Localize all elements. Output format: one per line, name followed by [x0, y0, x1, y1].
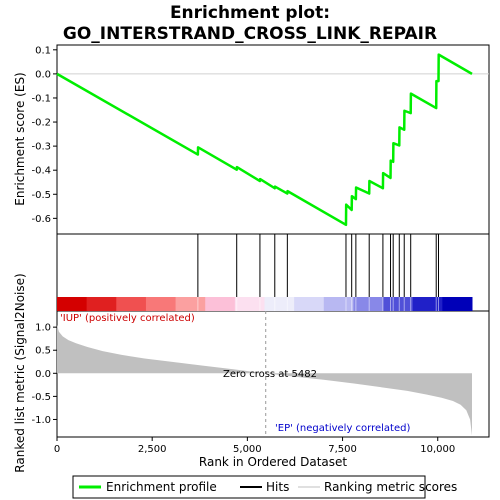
color-band-segment: [323, 297, 354, 311]
color-band-group: [57, 297, 473, 311]
color-band-segment: [86, 297, 117, 311]
color-band-segment: [205, 297, 236, 311]
es-y-tick-label: -0.3: [31, 142, 51, 153]
x-tick-label: 0: [54, 444, 60, 455]
color-band-segment: [145, 297, 177, 311]
legend-label-enrichment: Enrichment profile: [106, 480, 217, 494]
es-y-tick-label: 0.1: [35, 45, 51, 56]
annotation-down: 'EP' (negatively correlated): [275, 423, 410, 434]
es-y-axis-label: Enrichment score (ES): [13, 72, 27, 205]
hits-group: [197, 234, 439, 297]
x-tick-label: 5,000: [233, 444, 262, 455]
enrichment-profile-group: [56, 53, 473, 227]
color-band-segment: [353, 297, 384, 311]
color-band-segment: [57, 297, 88, 311]
color-band-segment: [264, 297, 295, 311]
metric-y-tick-label: -0.5: [31, 392, 51, 403]
color-band-segment: [175, 297, 206, 311]
metric-y-tick-label: 0.5: [35, 346, 51, 357]
color-band-segment: [234, 297, 265, 311]
es-y-tick-label: -0.2: [31, 118, 51, 129]
color-band-segment: [412, 297, 443, 311]
es-y-tick-label: -0.1: [31, 93, 51, 104]
es-y-tick-label: -0.6: [31, 214, 51, 225]
metric-y-tick-label: 0.0: [35, 369, 51, 380]
x-axis-label: Rank in Ordered Dataset: [199, 455, 347, 469]
ranking-metric-area: [57, 324, 472, 436]
metric-axes: 1.0 0.5 0.0 -0.5 -1.0 0 2,500 5,000 7,500 10,000: [31, 323, 455, 455]
es-panel-frame: [56, 44, 490, 235]
color-band-segment: [442, 297, 473, 311]
legend: Enrichment profile Hits Ranking metric s…: [72, 475, 457, 499]
legend-label-metric: Ranking metric scores: [324, 480, 457, 494]
es-y-tick-label: -0.5: [31, 190, 51, 201]
annotation-zero-cross: Zero cross at 5482: [223, 369, 317, 380]
title-line-2: GO_INTERSTRAND_CROSS_LINK_REPAIR: [63, 24, 437, 44]
color-band-segment: [294, 297, 325, 311]
x-tick-label: 10,000: [420, 444, 455, 455]
ranking-metric-group: [57, 311, 472, 437]
es-y-tick-label: 0.0: [35, 69, 51, 80]
color-band-segment: [383, 297, 414, 311]
metric-y-axis-label: Ranked list metric (Signal2Noise): [13, 273, 27, 472]
metric-y-tick-label: 1.0: [35, 323, 51, 334]
x-tick-label: 7,500: [328, 444, 357, 455]
color-band-segment: [116, 297, 147, 311]
metric-y-tick-label: -1.0: [31, 415, 51, 426]
title-line-1: Enrichment plot:: [170, 3, 330, 23]
annotation-up: 'IUP' (positively correlated): [60, 313, 195, 324]
es-y-tick-label: -0.4: [31, 166, 51, 177]
x-tick-label: 2,500: [138, 444, 167, 455]
legend-label-hits: Hits: [266, 480, 289, 494]
enrichment-profile-line: [56, 53, 473, 227]
es-y-axis: 0.1 0.0 -0.1 -0.2 -0.3 -0.4 -0.5 -0.6: [31, 45, 489, 225]
